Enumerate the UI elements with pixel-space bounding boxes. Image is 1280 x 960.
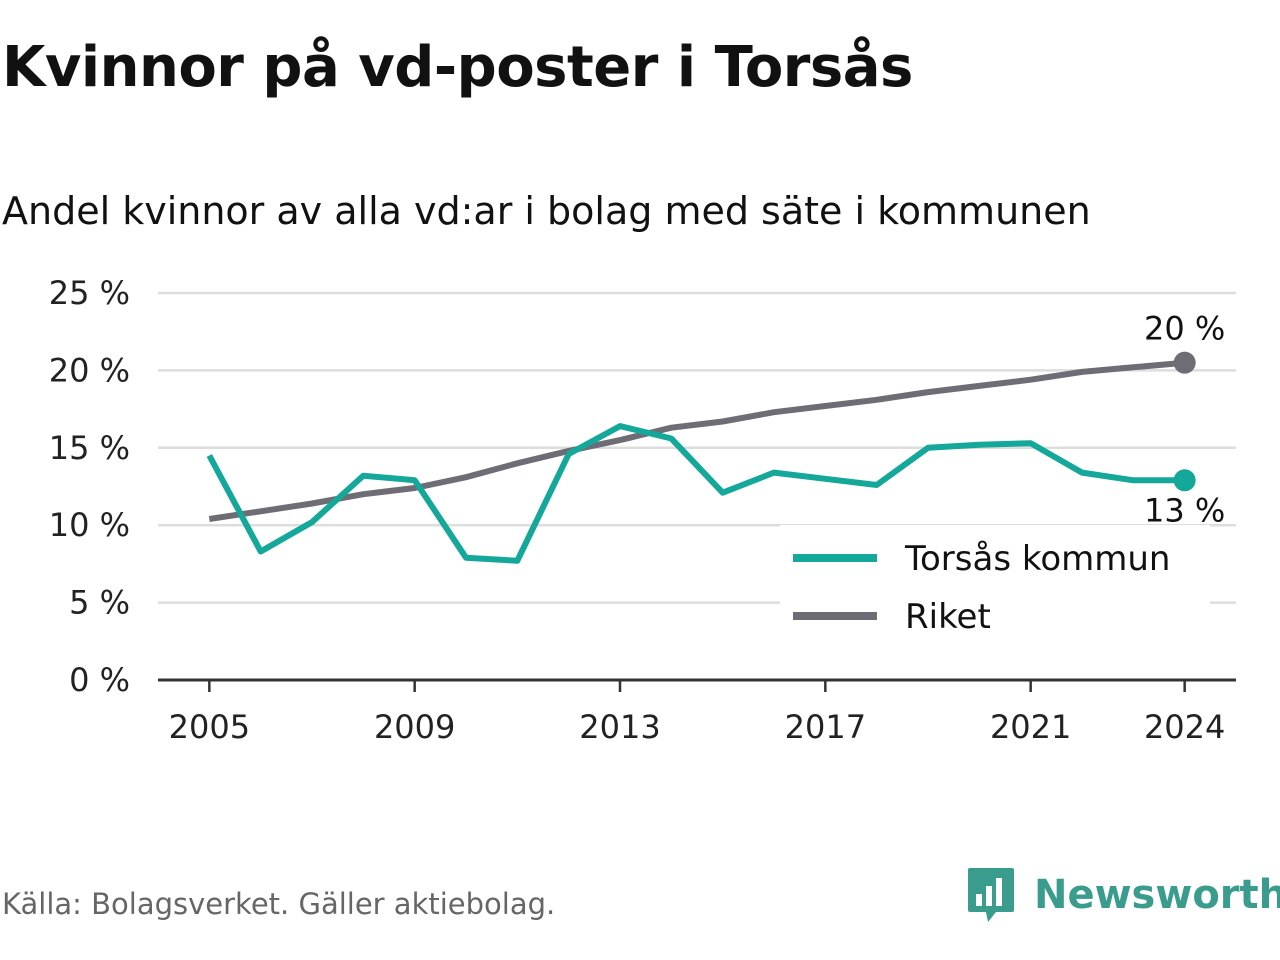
legend-label: Riket	[905, 597, 991, 637]
y-tick-label: 25 %	[49, 274, 130, 312]
x-tick-label: 2024	[1144, 708, 1225, 746]
x-tick-label: 2005	[169, 708, 250, 746]
end-labels: 20 % 13 %	[1144, 310, 1225, 530]
end-marker-riket	[1173, 351, 1196, 374]
x-tick-label: 2013	[579, 708, 660, 746]
brand-name: Newsworthy	[1034, 872, 1280, 918]
end-marker-torsas	[1173, 469, 1196, 492]
y-tick-label: 5 %	[69, 584, 130, 622]
y-tick-label: 20 %	[49, 351, 130, 389]
x-tick-label: 2009	[374, 708, 455, 746]
end-label-riket: 20 %	[1144, 310, 1225, 348]
series-line-torsas	[206, 423, 1185, 564]
chart-title: Kvinnor på vd-poster i Torsås	[2, 35, 913, 100]
legend-box	[780, 525, 1210, 643]
y-tick-label: 10 %	[49, 506, 130, 544]
end-label-torsas: 13 %	[1144, 491, 1225, 529]
bar-chart-speech-bubble-icon	[968, 868, 1014, 922]
x-axis-ticks: 2005 2009 2013 2017 2021 2024	[158, 678, 1236, 746]
chart-subtitle: Andel kvinnor av alla vd:ar i bolag med …	[2, 189, 1091, 233]
legend-label: Torsås kommun	[904, 539, 1170, 579]
series-lines	[206, 359, 1185, 564]
x-tick-label: 2021	[990, 708, 1071, 746]
series-line-riket	[208, 359, 1185, 522]
legend: Torsås kommun Riket	[780, 525, 1210, 643]
source-note: Källa: Bolagsverket. Gäller aktiebolag.	[2, 887, 556, 921]
x-tick-label: 2017	[785, 708, 866, 746]
y-axis-ticks: 0 % 5 % 10 % 15 % 20 % 25 %	[49, 274, 130, 699]
y-tick-label: 0 %	[69, 661, 130, 699]
brand-logo: Newsworthy	[966, 866, 1280, 924]
y-tick-label: 15 %	[49, 429, 130, 467]
